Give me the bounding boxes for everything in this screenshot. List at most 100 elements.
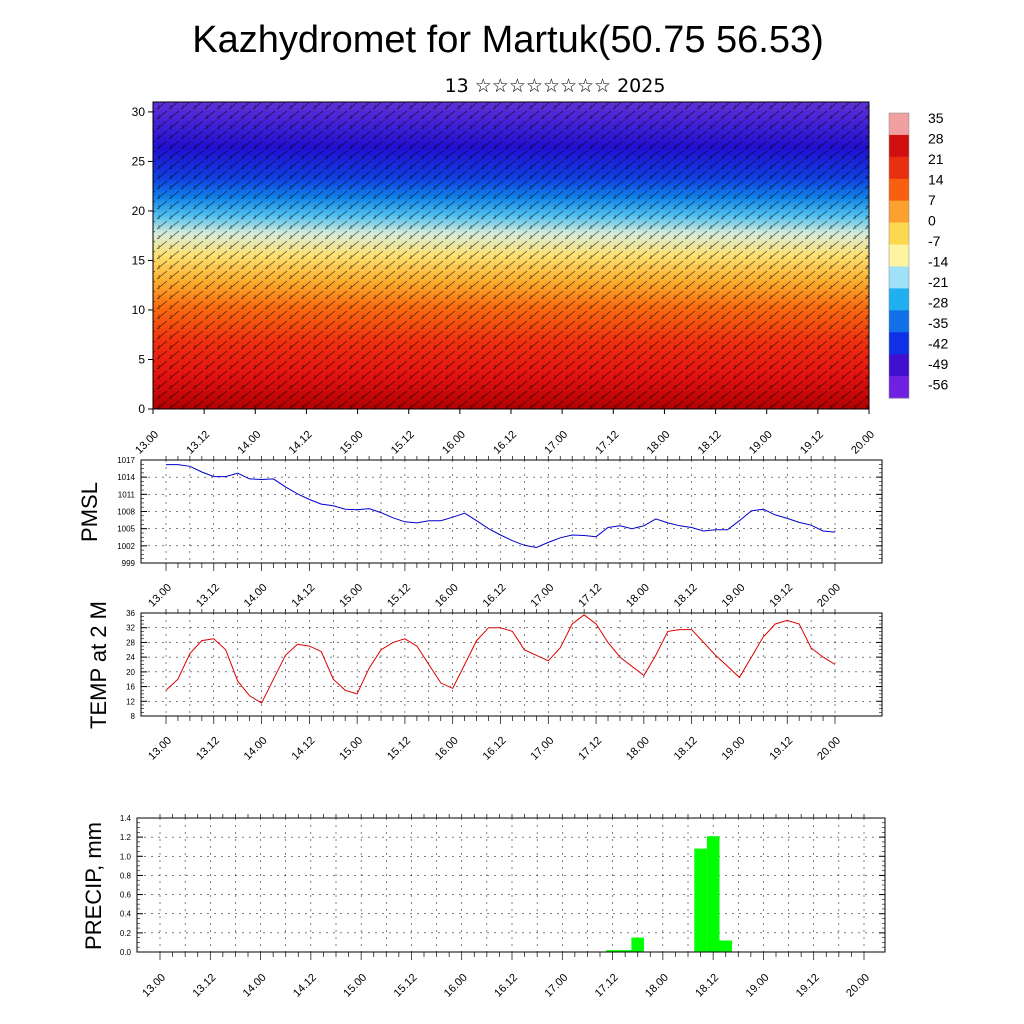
figure-title: Kazhydromet for Martuk(50.75 56.53) <box>192 19 824 61</box>
pmsl-y-tick-label: 999 <box>122 559 136 568</box>
cross-section-y-tick-label: 30 <box>132 105 146 119</box>
pmsl-x-tick-label: 17.00 <box>528 582 556 610</box>
precip-y-tick-label: 1.2 <box>120 833 132 842</box>
temp-y-tick-label: 12 <box>126 697 135 706</box>
colorbar-label: 28 <box>928 131 944 147</box>
precip-y-tick-label: 1.4 <box>120 814 132 823</box>
temp-y-tick-label: 36 <box>126 609 135 618</box>
pmsl-panel: 999 1002 1005 1008 1011 1014 1017 13.00 13.12 14… <box>77 456 883 610</box>
pmsl-x-tick-label: 14.00 <box>242 582 270 610</box>
precip-bar <box>618 950 632 952</box>
temp-y-tick-label: 32 <box>126 624 135 633</box>
precip-y-tick-label: 1.0 <box>120 852 132 861</box>
temp-x-tick-label: 16.00 <box>433 735 461 763</box>
cross-section-x-tick-label: 18.00 <box>645 429 673 457</box>
precip-y-axis: 0.0 0.2 0.4 0.6 0.8 1.0 1.2 1.4 <box>120 814 885 957</box>
cross-section-y-tick-label: 10 <box>132 303 146 317</box>
pmsl-x-tick-label: 16.00 <box>433 582 461 610</box>
precip-y-tick-label: 0.8 <box>120 871 132 880</box>
cross-section-y-tick-label: 15 <box>132 253 146 267</box>
colorbar-swatch <box>889 156 909 180</box>
precip-y-tick-label: 0.2 <box>120 929 132 938</box>
precip-x-tick-label: 17.12 <box>593 972 621 1000</box>
cross-section-x-tick-label: 13.12 <box>184 429 212 457</box>
colorbar-label: 14 <box>928 172 944 188</box>
temp-x-tick-label: 13.00 <box>146 735 174 763</box>
precip-grid <box>137 817 885 953</box>
pmsl-x-tick-label: 15.12 <box>385 582 413 610</box>
cross-section-x-tick-label: 17.00 <box>542 429 570 457</box>
precip-bar <box>631 937 644 952</box>
precip-x-tick-label: 18.12 <box>693 972 721 1000</box>
pmsl-x-tick-label: 20.00 <box>815 582 843 610</box>
temp-y-tick-label: 16 <box>126 683 135 692</box>
colorbar-swatch <box>889 288 909 311</box>
colorbar-label: 21 <box>928 151 944 167</box>
precip-x-tick-label: 13.00 <box>140 972 168 1000</box>
cross-section-y-tick-label: 20 <box>132 204 146 218</box>
temp-y-tick-label: 28 <box>126 638 135 647</box>
precip-ylabel: PRECIP, mm <box>81 822 106 950</box>
colorbar-swatch <box>889 354 909 377</box>
figure-subtitle: 13 ☆☆☆☆☆☆☆☆ 2025 <box>445 75 666 97</box>
pmsl-y-tick-label: 1011 <box>118 490 136 499</box>
precip-x-tick-label: 15.00 <box>341 972 369 1000</box>
precip-bar <box>694 848 707 952</box>
cross-section-y-tick-label: 0 <box>138 402 145 416</box>
temp-x-tick-label: 19.12 <box>767 735 795 763</box>
colorbar-swatch <box>889 332 909 355</box>
cross-section-x-tick-label: 15.12 <box>389 429 417 457</box>
temp-x-tick-label: 18.12 <box>672 735 700 763</box>
pmsl-series-line <box>166 464 836 549</box>
colorbar: 35 28 21 14 7 0 -7 -14 -21 -28 -35 -42 -49 -56 <box>888 110 948 399</box>
precip-x-tick-label: 13.12 <box>190 972 218 1000</box>
cross-section-x-tick-label: 13.00 <box>133 429 161 457</box>
precip-y-tick-label: 0.6 <box>120 891 132 900</box>
pmsl-x-tick-label: 14.12 <box>290 582 318 610</box>
cross-section-y-tick-label: 5 <box>138 352 145 366</box>
colorbar-label: 7 <box>928 192 936 208</box>
pmsl-x-tick-label: 15.00 <box>337 582 365 610</box>
pmsl-y-axis: 999 1002 1005 1008 1011 1014 1017 <box>117 456 882 568</box>
colorbar-swatch <box>889 200 909 224</box>
pmsl-x-tick-label: 19.00 <box>720 582 748 610</box>
cross-section-y-axis: 0 5 10 15 20 25 30 <box>132 105 153 416</box>
temp-x-tick-label: 13.12 <box>194 735 222 763</box>
pmsl-y-tick-label: 1005 <box>117 525 135 534</box>
cross-section-panel: 0 5 10 15 20 25 30 13.00 13.12 14.00 14.12 15.00 15… <box>132 101 877 457</box>
colorbar-swatch <box>889 178 909 202</box>
pmsl-y-tick-label: 1017 <box>117 456 135 465</box>
temp-y-axis: 8 12 16 20 24 28 32 36 <box>126 609 882 721</box>
precip-bars <box>606 836 732 952</box>
temp-x-tick-label: 15.00 <box>337 735 365 763</box>
cross-section-x-tick-label: 19.00 <box>747 429 775 457</box>
precip-bar <box>706 836 720 952</box>
colorbar-label: -49 <box>928 356 948 372</box>
colorbar-swatch <box>889 266 909 289</box>
temp-y-tick-label: 24 <box>126 653 135 662</box>
pmsl-x-tick-label: 18.00 <box>624 582 652 610</box>
precip-bar <box>719 940 732 952</box>
colorbar-frame <box>888 112 910 399</box>
precip-x-tick-label: 18.00 <box>643 972 671 1000</box>
temp-x-tick-label: 19.00 <box>720 735 748 763</box>
pmsl-x-tick-label: 16.12 <box>481 582 509 610</box>
temp-panel: 8 12 16 20 24 28 32 36 13.00 13.12 14.00 14.12 15.0… <box>86 601 883 763</box>
pmsl-x-tick-label: 19.12 <box>767 582 795 610</box>
precip-x-tick-label: 20.00 <box>844 972 872 1000</box>
temp-x-axis: 13.00 13.12 14.00 14.12 15.00 15.12 16.00 16.12… <box>146 609 843 763</box>
cross-section-y-tick-label: 25 <box>132 154 146 168</box>
precip-x-tick-label: 14.12 <box>291 972 319 1000</box>
colorbar-swatch <box>889 134 909 158</box>
temp-series-line <box>165 614 836 704</box>
precip-panel: 0.0 0.2 0.4 0.6 0.8 1.0 1.2 1.4 13.00 13.12 14.00… <box>81 814 886 1000</box>
pmsl-x-tick-label: 13.00 <box>146 582 174 610</box>
colorbar-label: -28 <box>928 295 948 311</box>
precip-y-tick-label: 0.0 <box>120 948 132 957</box>
temp-x-tick-label: 17.12 <box>576 735 604 763</box>
temp-y-tick-label: 20 <box>126 668 135 677</box>
temp-x-tick-label: 14.00 <box>242 735 270 763</box>
temp-ylabel: TEMP at 2 M <box>86 601 111 729</box>
cross-section-x-tick-label: 17.12 <box>593 429 621 457</box>
